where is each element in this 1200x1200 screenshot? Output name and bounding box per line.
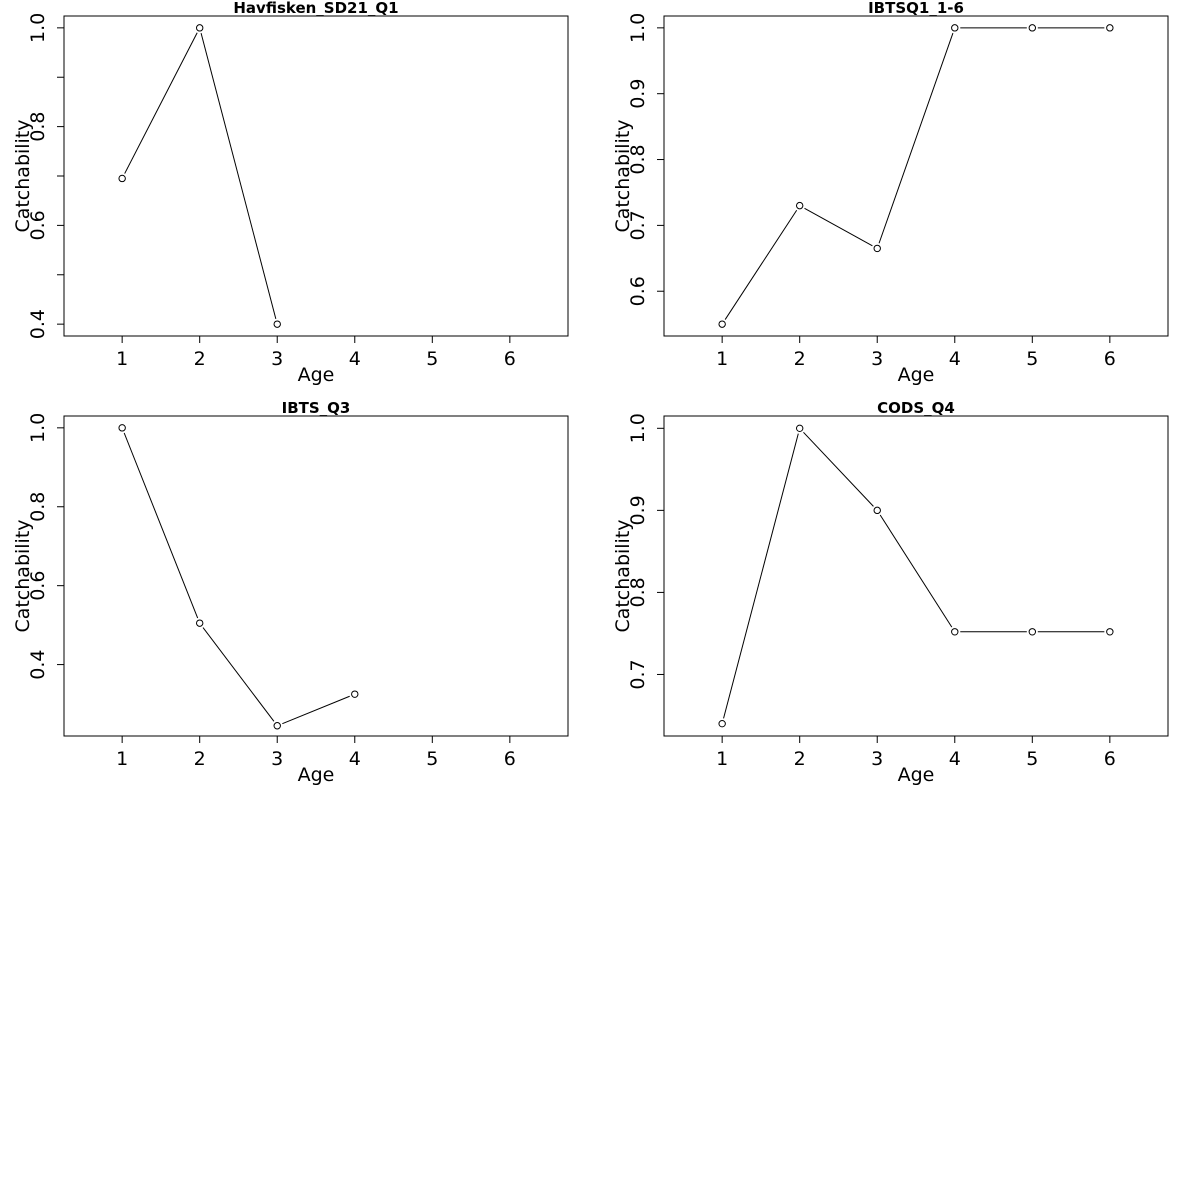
- y-tick-label: 0.4: [27, 309, 49, 339]
- y-tick-label: 0.8: [27, 492, 49, 522]
- x-tick-label: 6: [1104, 748, 1116, 770]
- x-axis-label: Age: [898, 764, 935, 786]
- x-tick-label: 6: [504, 748, 516, 770]
- plot-frame: [63, 15, 569, 337]
- x-tick-label: 2: [794, 748, 806, 770]
- y-tick-label: 0.6: [27, 571, 49, 601]
- x-tick-label: 5: [1026, 748, 1038, 770]
- x-axis-label: Age: [298, 764, 335, 786]
- data-point: [951, 628, 959, 636]
- y-tick-label: 1.0: [627, 13, 649, 43]
- series-line-segment: [282, 695, 350, 725]
- chart-title: IBTSQ1_1-6: [868, 0, 964, 17]
- series-line-segment: [878, 32, 954, 244]
- y-tick-label: 0.9: [627, 79, 649, 109]
- plot-frame: [663, 15, 1169, 337]
- y-axis-label: Catchability: [12, 519, 34, 632]
- data-point: [795, 424, 804, 433]
- chart-title: Havfisken_SD21_Q1: [233, 0, 398, 17]
- data-point: [718, 320, 726, 328]
- chart-title: IBTS_Q3: [282, 399, 351, 417]
- data-point: [1106, 628, 1114, 636]
- plot-frame: [663, 415, 1169, 737]
- y-tick-label: 0.9: [627, 495, 649, 525]
- y-tick-label: 1.0: [27, 413, 49, 443]
- chart-panel-2: IBTSQ1_1-6 1 2 3 4 5 6 0.6 0.7 0.8 0.9 1.0 Age Catcha…: [612, 0, 1169, 386]
- data-point: [1028, 24, 1037, 32]
- data-point: [873, 244, 881, 253]
- x-tick-label: 2: [194, 748, 206, 770]
- data-point: [1028, 628, 1037, 636]
- y-tick-label: 0.8: [27, 112, 49, 142]
- y-tick-label: 0.7: [627, 659, 649, 689]
- x-tick-label: 4: [949, 748, 961, 770]
- series-line-segment: [200, 33, 277, 319]
- x-tick-label: 1: [716, 748, 728, 770]
- series-line-segment: [804, 207, 873, 247]
- x-tick-label: 4: [949, 348, 961, 370]
- y-tick-label: 0.6: [27, 210, 49, 240]
- x-tick-label: 2: [194, 348, 206, 370]
- y-tick-label: 0.6: [627, 276, 649, 306]
- x-tick-label: 5: [426, 748, 438, 770]
- x-tick-label: 1: [116, 748, 128, 770]
- y-axis-label: Catchability: [12, 119, 34, 232]
- y-tick-label: 1.0: [27, 13, 49, 43]
- y-axis-label: Catchability: [612, 119, 634, 232]
- x-tick-label: 3: [271, 348, 283, 370]
- x-axis-label: Age: [898, 364, 935, 386]
- x-tick-label: 2: [794, 348, 806, 370]
- x-tick-label: 3: [871, 348, 883, 370]
- chart-title: CODS_Q4: [877, 399, 955, 417]
- x-tick-label: 3: [871, 748, 883, 770]
- x-tick-label: 1: [716, 348, 728, 370]
- y-axis-label: Catchability: [612, 519, 634, 632]
- series-line-segment: [124, 32, 198, 174]
- x-tick-label: 6: [504, 348, 516, 370]
- data-point: [118, 424, 126, 432]
- x-tick-label: 3: [271, 748, 283, 770]
- series-line-segment: [202, 627, 275, 722]
- data-point: [795, 201, 804, 210]
- data-point: [1106, 24, 1114, 32]
- data-point: [873, 506, 881, 515]
- data-point: [718, 719, 726, 728]
- data-point: [195, 24, 204, 32]
- data-point: [118, 174, 126, 183]
- chart-panel-4: CODS_Q4 1 2 3 4 5 6 0.7 0.8 0.9 1.0 Age Catchability: [612, 399, 1169, 786]
- chart-panel-3: IBTS_Q3 1 2 3 4 5 6 0.4 0.6 0.8 1.0 Age Catchability: [12, 399, 569, 786]
- y-tick-label: 0.8: [627, 144, 649, 174]
- y-tick-label: 0.7: [627, 210, 649, 240]
- data-point: [951, 24, 959, 32]
- series-line-segment: [724, 209, 798, 320]
- data-point: [273, 722, 281, 730]
- series-line-segment: [723, 433, 799, 719]
- x-tick-label: 6: [1104, 348, 1116, 370]
- x-tick-label: 4: [349, 748, 361, 770]
- series-line-segment: [879, 514, 953, 628]
- y-tick-label: 0.8: [627, 577, 649, 607]
- x-tick-label: 5: [1026, 348, 1038, 370]
- data-point: [195, 619, 204, 627]
- x-tick-label: 5: [426, 348, 438, 370]
- series-line-segment: [123, 432, 199, 619]
- series-line-segment: [803, 431, 874, 507]
- data-point: [351, 690, 359, 698]
- plot-frame: [63, 415, 569, 737]
- x-axis-label: Age: [298, 364, 335, 386]
- x-tick-label: 4: [349, 348, 361, 370]
- y-tick-label: 0.4: [27, 649, 49, 679]
- x-tick-label: 1: [116, 348, 128, 370]
- chart-panel-1: Havfisken_SD21_Q1 1 2 3 4 5 6 0.4 0.6 0.8 1.0 Age Ca…: [12, 0, 569, 386]
- y-tick-label: 1.0: [627, 413, 649, 443]
- data-point: [273, 320, 281, 328]
